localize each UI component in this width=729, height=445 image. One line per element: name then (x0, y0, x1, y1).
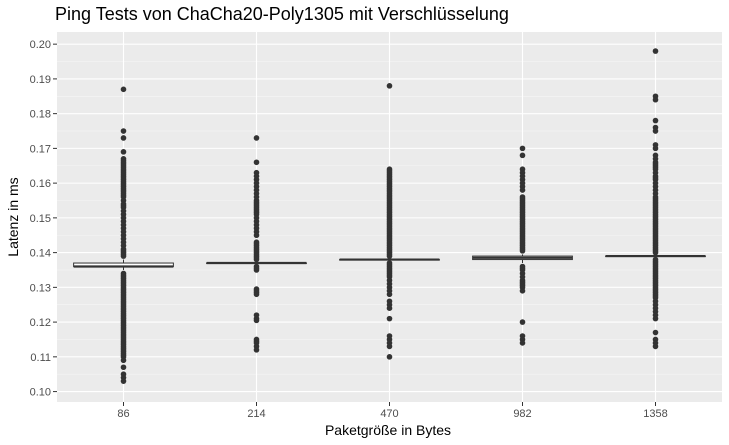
outlier-point (652, 48, 659, 54)
y-tick-label: 0.17 (30, 143, 51, 155)
box-1358 (605, 48, 706, 350)
box-982 (472, 145, 573, 346)
outlier-point (652, 128, 659, 134)
y-axis-title: Latenz in ms (5, 177, 21, 256)
outlier-point (519, 187, 526, 193)
outlier-point (652, 315, 659, 322)
y-axis: 0.10 0.11 0.12 0.13 0.14 0.15 0.16 0.17 0.18 0.19… (30, 39, 57, 399)
y-tick-label: 0.16 (30, 178, 51, 190)
outlier-point (652, 96, 659, 103)
x-tick-label: 982 (513, 408, 531, 420)
y-tick-label: 0.18 (30, 109, 51, 121)
outlier-point (120, 357, 127, 364)
outlier-point (120, 135, 127, 141)
outlier-point (519, 152, 526, 159)
y-tick-label: 0.10 (30, 387, 51, 399)
box-86 (73, 86, 174, 384)
outlier-point (652, 329, 659, 336)
x-tick-label: 214 (247, 408, 265, 420)
outlier-point (519, 340, 526, 346)
outlier-point (386, 253, 393, 259)
chart-title: Ping Tests von ChaCha20-Poly1305 mit Ver… (55, 4, 509, 24)
y-tick-label: 0.11 (30, 352, 51, 364)
outlier-point (253, 159, 260, 166)
outlier-point (253, 232, 260, 239)
x-axis: 86 214 470 982 1358 (117, 402, 668, 420)
y-tick-label: 0.12 (30, 317, 51, 329)
outlier-point (253, 267, 260, 273)
outlier-point (652, 145, 659, 152)
outlier-point (253, 317, 260, 324)
outlier-point (652, 249, 659, 256)
x-tick-label: 1358 (643, 408, 667, 420)
outlier-point (386, 305, 393, 311)
outlier-point (253, 347, 260, 353)
outlier-point (386, 291, 393, 298)
outlier-point (519, 319, 526, 325)
box-series (73, 48, 706, 384)
y-tick-label: 0.13 (30, 282, 51, 294)
outlier-point (120, 378, 127, 384)
x-tick-label: 470 (380, 408, 398, 420)
outlier-point (519, 145, 526, 152)
outlier-point (652, 117, 659, 124)
outlier-point (120, 149, 127, 155)
y-tick-label: 0.19 (30, 74, 51, 86)
outlier-point (120, 364, 127, 371)
outlier-point (386, 343, 393, 350)
box-470 (339, 83, 440, 360)
outlier-point (519, 248, 526, 254)
outlier-point (253, 291, 260, 298)
outlier-point (120, 128, 127, 134)
y-tick-label: 0.14 (30, 248, 51, 260)
outlier-point (253, 135, 260, 141)
outlier-point (519, 288, 526, 294)
y-tick-label: 0.20 (30, 39, 51, 51)
box-214 (206, 135, 307, 353)
x-axis-title: Paketgröße in Bytes (325, 422, 451, 438)
outlier-point (120, 86, 127, 93)
y-tick-label: 0.15 (30, 213, 51, 225)
outlier-point (253, 256, 260, 263)
outlier-point (120, 253, 127, 259)
outlier-point (386, 83, 393, 89)
outlier-point (386, 354, 393, 360)
outlier-point (652, 343, 659, 350)
outlier-point (386, 315, 393, 322)
x-tick-label: 86 (117, 408, 129, 420)
